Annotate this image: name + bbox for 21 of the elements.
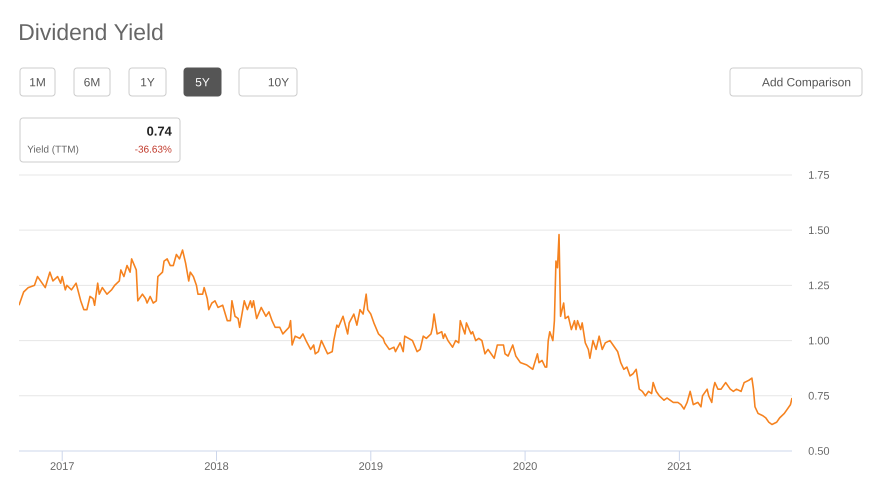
text: 1Y: [141, 78, 155, 86]
y-tick-label: 0.75: [808, 392, 830, 400]
text: 0.74: [147, 126, 172, 136]
text: 5Y: [196, 78, 210, 86]
y-tick-label: 1.00: [809, 336, 830, 344]
text: 6M: [84, 78, 100, 86]
text: -36.63%: [135, 146, 172, 153]
text: 1M: [30, 78, 45, 86]
y-tick-label: 1.75: [809, 171, 830, 179]
x-tick-label: 2021: [668, 462, 692, 470]
y-tick-label: 1.50: [809, 226, 830, 234]
y-tick-label: 0.50: [808, 447, 830, 455]
x-tick-label: 2017: [50, 462, 74, 470]
text: Yield (TTM): [27, 145, 78, 155]
chart-title: Dividend Yield: [20, 23, 162, 40]
x-tick-label: 2020: [513, 462, 537, 470]
text: Add Comparison: [762, 78, 850, 89]
x-tick-label: 2019: [359, 462, 382, 470]
x-tick-label: 2018: [204, 462, 228, 470]
y-tick-label: 1.25: [809, 282, 830, 290]
text: 10Y: [268, 78, 289, 86]
